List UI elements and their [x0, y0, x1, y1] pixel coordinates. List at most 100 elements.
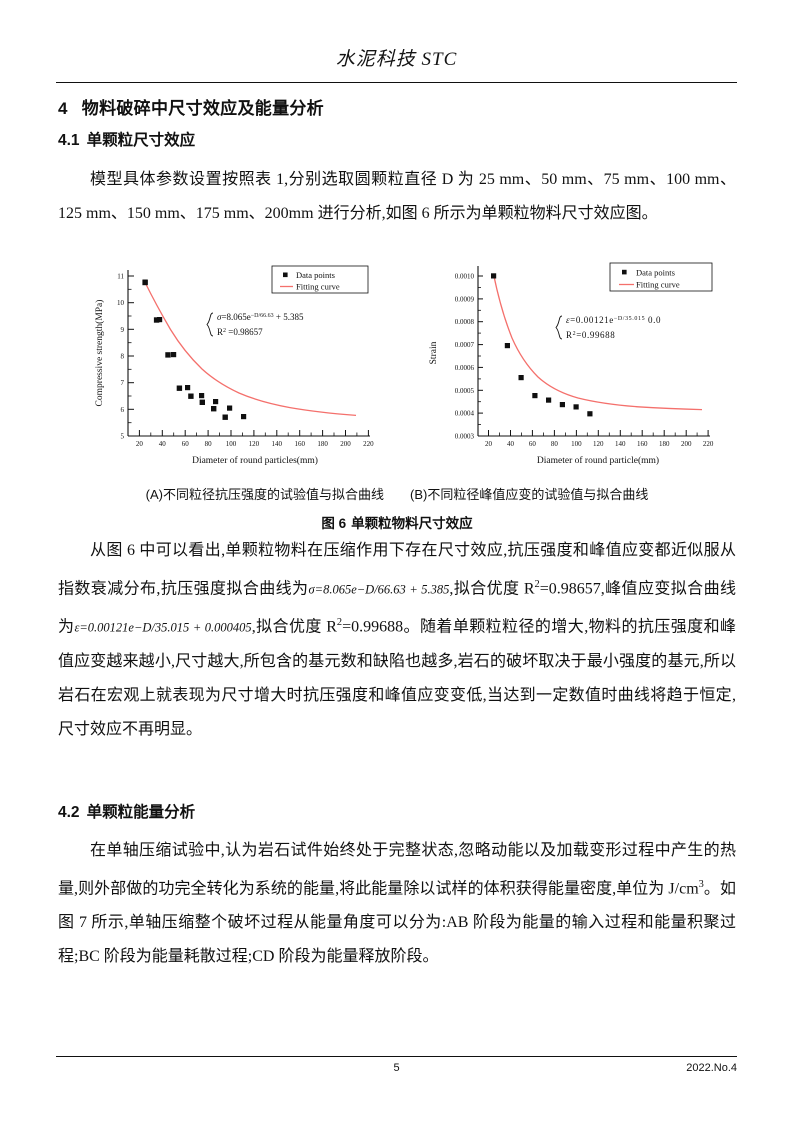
journal-title: 水泥科技 STC: [335, 49, 458, 70]
paragraph-2-part-c: ,拟合优度 R: [251, 618, 337, 636]
r2-superscript-1: 2: [534, 579, 540, 590]
inline-equation-sigma: σ=8.065e−D/66.63 + 5.385: [308, 582, 450, 597]
x-tick: 140: [272, 440, 283, 448]
heading-section-4-2-title: 单颗粒能量分析: [86, 804, 196, 821]
chart-b-legend-item-0: Data points: [636, 268, 675, 278]
footer-issue: 2022.No.4: [686, 1062, 737, 1074]
data-point: [559, 402, 565, 408]
y-tick: 0.0006: [455, 364, 475, 372]
heading-section-4-1-number: 4.1: [58, 132, 80, 149]
y-tick: 5: [121, 433, 125, 441]
figure-subcaptions: (A)不同粒径抗压强度的试验值与拟合曲线 (B)不同粒径峰值应变的试验值与拟合曲…: [58, 484, 736, 503]
chart-a-axes: [127, 270, 370, 437]
inline-equation-epsilon: ε=0.00121e−D/35.015 + 0.000405: [74, 620, 252, 635]
y-tick: 8: [121, 353, 125, 361]
x-tick: 200: [340, 440, 351, 448]
x-tick: 40: [507, 440, 515, 448]
figure-caption-number: 图 6: [321, 516, 347, 531]
chart-a-svg: 5 6 7 8 9 10 11 20 40 60 80 100 120 140: [94, 265, 374, 466]
chart-a-markers: [142, 279, 247, 420]
heading-section-4: 4 物料破碎中尺寸效应及能量分析: [58, 94, 324, 119]
chart-a-legend-item-0: Data points: [296, 270, 335, 280]
chart-a-x-axis-label: Diameter of round particles(mm): [192, 455, 318, 466]
chart-a-x-tick-labels: 20 40 60 80 100 120 140 160 180 200 220: [136, 440, 374, 448]
data-point: [504, 343, 510, 349]
footer-page-number: 5: [393, 1062, 400, 1074]
heading-section-4-1: 4.1 单颗粒尺寸效应: [58, 128, 195, 150]
y-tick: 0.0010: [455, 273, 475, 281]
heading-section-4-number: 4: [58, 99, 68, 118]
x-tick: 120: [593, 440, 604, 448]
chart-b-fit-curve: [492, 273, 703, 411]
heading-section-4-2: 4.2 单颗粒能量分析: [58, 800, 195, 822]
paragraph-3-part-b: 。如图 7 所示,单轴压缩整个破坏过程从能量角度可以分为:AB 阶段为能量的输入…: [58, 880, 736, 966]
y-tick: 6: [121, 406, 125, 414]
paragraph-2-part-a: 从图 6 中可以看出,单颗粒物料在压缩作用下存在尺寸效应,抗压强度和峰值应变都近…: [58, 542, 736, 598]
cm-cubed-superscript: 3: [698, 879, 704, 890]
data-point: [165, 352, 171, 358]
chart-b-x-axis-label: Diameter of round particle(mm): [537, 455, 659, 466]
x-tick: 120: [249, 440, 260, 448]
paragraph-2-part-b: ,拟合优度 R: [449, 580, 535, 598]
data-point: [532, 393, 538, 399]
chart-a-y-axis-label: Compressive strength(MPa): [94, 300, 105, 407]
footer-divider: [56, 1056, 737, 1057]
figure-caption-text: 单颗粒物料尺寸效应: [351, 516, 473, 531]
data-point: [211, 406, 217, 412]
chart-b-x-tick-labels: 20 40 60 80 100 120 140 160 180 200 220: [485, 440, 714, 448]
page-header: 水泥科技 STC: [56, 44, 737, 71]
y-tick: 10: [117, 299, 125, 307]
x-tick: 200: [681, 440, 692, 448]
paragraph-2-r2-b: =0.99688。随着单颗粒粒径的增大,物料的抗压强度和峰值应变越来越小,尺寸越…: [58, 618, 736, 738]
x-tick: 180: [659, 440, 670, 448]
y-tick: 0.0004: [455, 410, 475, 418]
header-divider: [56, 82, 737, 83]
x-tick: 80: [205, 440, 213, 448]
r2-superscript-2: 2: [336, 617, 343, 629]
data-point: [188, 393, 194, 399]
data-point: [518, 375, 524, 381]
x-tick: 80: [551, 440, 559, 448]
x-tick: 40: [159, 440, 167, 448]
heading-section-4-title: 物料破碎中尺寸效应及能量分析: [81, 99, 324, 118]
paragraph-3: 在单轴压缩试验中,认为岩石试件始终处于完整状态,忽略动能以及加载变形过程中产生的…: [58, 834, 736, 974]
figure-6-row: 5 6 7 8 9 10 11 20 40 60 80 100 120 140: [58, 258, 736, 474]
data-point: [153, 317, 160, 323]
y-tick: 11: [117, 273, 124, 281]
x-tick: 220: [703, 440, 714, 448]
chart-b-r2: R2=0.99688: [566, 330, 615, 340]
heading-section-4-2-number: 4.2: [58, 804, 80, 821]
x-tick: 20: [485, 440, 493, 448]
figure-subcaption-a: (A)不同粒径抗压强度的试验值与拟合曲线: [145, 487, 384, 502]
chart-a-legend: Data points Fitting curve: [271, 265, 369, 294]
figure-caption: 图 6 单颗粒物料尺寸效应: [58, 512, 736, 532]
chart-b-y-tick-labels: 0.0003 0.0004 0.0005 0.0006 0.0007 0.000…: [455, 273, 475, 441]
chart-b-container: 0.0003 0.0004 0.0005 0.0006 0.0007 0.000…: [420, 258, 750, 474]
chart-b-axes: [477, 266, 710, 437]
chart-b-data-points: [491, 273, 593, 417]
x-tick: 140: [615, 440, 626, 448]
data-point: [546, 397, 552, 403]
legend-marker-icon: [622, 269, 627, 275]
x-tick: 60: [182, 440, 190, 448]
chart-b-equation-annotation: ε=0.00121e−D/35.015 0.0 R2=0.99688: [555, 315, 660, 340]
chart-b-y-axis-label: Strain: [429, 341, 439, 364]
x-tick: 20: [136, 440, 144, 448]
chart-a-legend-item-1: Fitting curve: [296, 282, 340, 292]
heading-section-4-1-title: 单颗粒尺寸效应: [86, 132, 196, 149]
y-tick: 0.0009: [455, 295, 475, 303]
legend-marker-icon: [283, 272, 288, 278]
data-point: [199, 399, 205, 405]
data-point: [222, 414, 228, 420]
chart-a-container: 5 6 7 8 9 10 11 20 40 60 80 100 120 140: [80, 258, 410, 474]
paragraph-2: 从图 6 中可以看出,单颗粒物料在压缩作用下存在尺寸效应,抗压强度和峰值应变都近…: [58, 534, 736, 747]
data-point: [587, 411, 593, 417]
chart-b-svg: 0.0003 0.0004 0.0005 0.0006 0.0007 0.000…: [429, 262, 714, 466]
x-tick: 220: [363, 440, 374, 448]
paragraph-3-part-a: 在单轴压缩试验中,认为岩石试件始终处于完整状态,忽略动能以及加载变形过程中产生的…: [58, 842, 736, 898]
chart-a-y-tick-labels: 5 6 7 8 9 10 11: [117, 273, 125, 441]
y-tick: 0.0007: [455, 341, 475, 349]
x-tick: 100: [226, 440, 237, 448]
x-tick: 160: [294, 440, 305, 448]
